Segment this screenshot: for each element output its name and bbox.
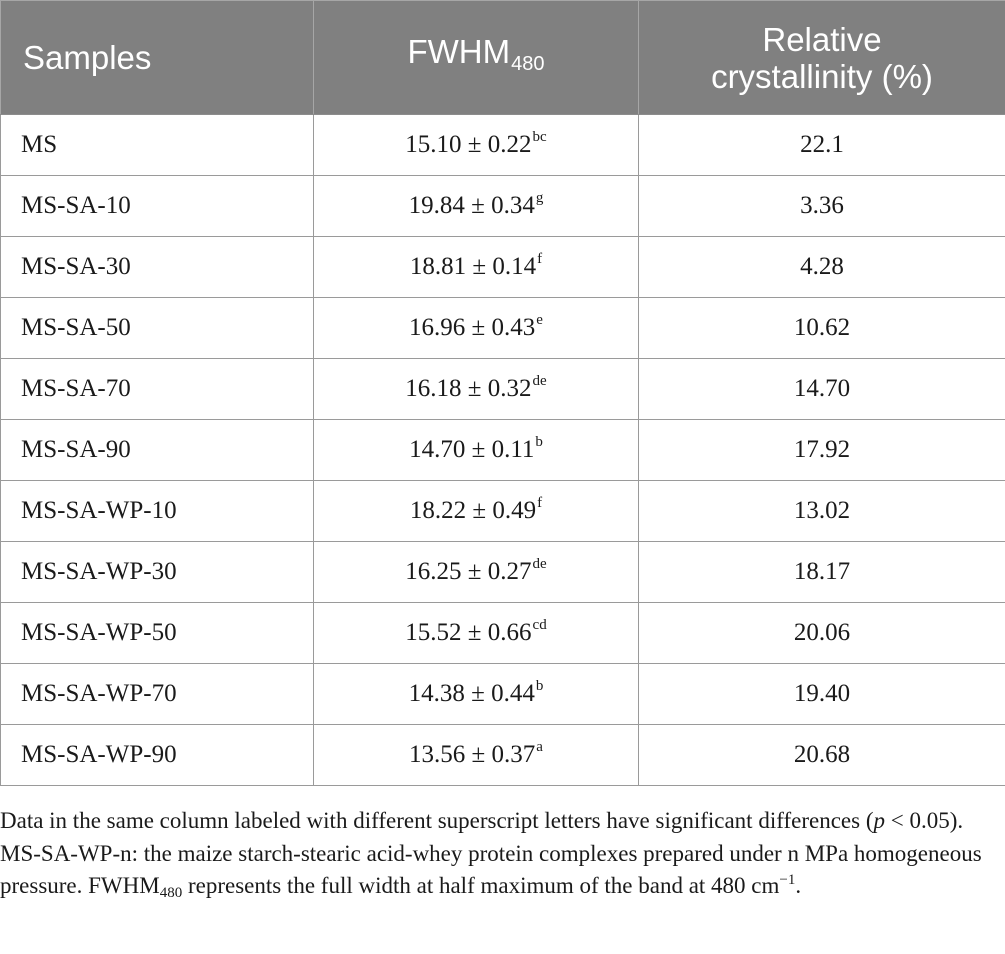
cell-sample: MS-SA-WP-90: [0, 724, 314, 786]
footnote-superscript: −1: [779, 872, 796, 888]
header-row: Samples FWHM480 Relative crystallinity (…: [0, 0, 1005, 115]
significance-letter: de: [532, 556, 547, 572]
significance-letter: b: [535, 434, 543, 450]
significance-letter: e: [536, 312, 543, 328]
significance-letter: a: [536, 739, 543, 755]
cell-sample: MS-SA-WP-10: [0, 480, 314, 542]
table-row: MS 15.10 ± 0.22bc 22.1: [0, 114, 1005, 176]
cell-fwhm: 13.56 ± 0.37a: [313, 724, 639, 786]
cell-sample: MS-SA-WP-70: [0, 663, 314, 725]
cell-sample: MS-SA-70: [0, 358, 314, 420]
cell-sample: MS-SA-90: [0, 419, 314, 481]
cell-relative-crystallinity: 20.68: [638, 724, 1005, 786]
cell-sample: MS-SA-WP-50: [0, 602, 314, 664]
table-row: MS-SA-30 18.81 ± 0.14f 4.28: [0, 236, 1005, 298]
cell-relative-crystallinity: 4.28: [638, 236, 1005, 298]
footnote-p-symbol: p: [873, 808, 885, 833]
footnote-subscript: 480: [159, 885, 183, 901]
cell-relative-crystallinity: 17.92: [638, 419, 1005, 481]
cell-fwhm: 15.52 ± 0.66cd: [313, 602, 639, 664]
cell-relative-crystallinity: 18.17: [638, 541, 1005, 603]
cell-sample: MS-SA-50: [0, 297, 314, 359]
significance-letter: f: [537, 251, 543, 267]
header-samples: Samples: [0, 0, 314, 115]
table-row: MS-SA-WP-90 13.56 ± 0.37a 20.68: [0, 724, 1005, 786]
fwhm-value: 15.10 ± 0.22: [405, 131, 532, 158]
cell-fwhm: 18.22 ± 0.49f: [313, 480, 639, 542]
cell-relative-crystallinity: 3.36: [638, 175, 1005, 237]
footnote-part4: .: [795, 873, 802, 898]
header-rc-line2: crystallinity (%): [711, 57, 933, 95]
table-row: MS-SA-10 19.84 ± 0.34g 3.36: [0, 175, 1005, 237]
footnote-part2: < 0.05). MS-SA-WP-n: the maize starch-st…: [0, 808, 982, 898]
cell-relative-crystallinity: 20.06: [638, 602, 1005, 664]
cell-sample: MS-SA-WP-30: [0, 541, 314, 603]
header-fwhm-subscript: 480: [511, 52, 545, 75]
table-row: MS-SA-WP-10 18.22 ± 0.49f 13.02: [0, 480, 1005, 542]
fwhm-value: 19.84 ± 0.34: [408, 192, 535, 219]
footnote-part1: Data in the same column labeled with dif…: [0, 808, 874, 833]
cell-relative-crystallinity: 22.1: [638, 114, 1005, 176]
significance-letter: f: [537, 495, 543, 511]
significance-letter: de: [532, 373, 547, 389]
footnote-part3: represents the full width at half maximu…: [182, 873, 780, 898]
header-relative-crystallinity: Relative crystallinity (%): [638, 0, 1005, 115]
header-fwhm: FWHM480: [313, 0, 639, 115]
significance-letter: g: [535, 190, 544, 206]
fwhm-value: 14.38 ± 0.44: [408, 680, 535, 707]
cell-fwhm: 18.81 ± 0.14f: [313, 236, 639, 298]
significance-letter: bc: [532, 129, 547, 145]
cell-relative-crystallinity: 14.70: [638, 358, 1005, 420]
table-header: Samples FWHM480 Relative crystallinity (…: [0, 0, 1005, 115]
cell-relative-crystallinity: 19.40: [638, 663, 1005, 725]
fwhm-value: 16.96 ± 0.43: [409, 314, 536, 341]
cell-fwhm: 19.84 ± 0.34g: [313, 175, 639, 237]
table-row: MS-SA-70 16.18 ± 0.32de 14.70: [0, 358, 1005, 420]
cell-sample: MS-SA-10: [0, 175, 314, 237]
header-samples-label: Samples: [23, 39, 152, 76]
fwhm-value: 13.56 ± 0.37: [409, 741, 536, 768]
cell-fwhm: 14.38 ± 0.44b: [313, 663, 639, 725]
fwhm-value: 18.81 ± 0.14: [409, 253, 537, 280]
significance-letter: cd: [532, 617, 547, 633]
table-row: MS-SA-WP-70 14.38 ± 0.44b 19.40: [0, 663, 1005, 725]
fwhm-value: 16.18 ± 0.32: [405, 375, 532, 402]
cell-fwhm: 16.18 ± 0.32de: [313, 358, 639, 420]
header-fwhm-label: FWHM: [407, 32, 511, 70]
fwhm-value: 18.22 ± 0.49: [409, 497, 537, 524]
significance-letter: b: [535, 678, 544, 694]
table-footnote: Data in the same column labeled with dif…: [0, 805, 1005, 903]
header-rc-line1: Relative: [762, 20, 882, 58]
table-body: MS 15.10 ± 0.22bc 22.1 MS-SA-10 19.84 ± 0.34…: [0, 114, 1005, 786]
cell-fwhm: 16.25 ± 0.27de: [313, 541, 639, 603]
table-row: MS-SA-90 14.70 ± 0.11b 17.92: [0, 419, 1005, 481]
cell-sample: MS-SA-30: [0, 236, 314, 298]
cell-fwhm: 14.70 ± 0.11b: [313, 419, 639, 481]
fwhm-value: 15.52 ± 0.66: [405, 619, 532, 646]
table-row: MS-SA-WP-50 15.52 ± 0.66cd 20.06: [0, 602, 1005, 664]
cell-fwhm: 15.10 ± 0.22bc: [313, 114, 639, 176]
table-row: MS-SA-WP-30 16.25 ± 0.27de 18.17: [0, 541, 1005, 603]
cell-relative-crystallinity: 13.02: [638, 480, 1005, 542]
cell-relative-crystallinity: 10.62: [638, 297, 1005, 359]
fwhm-value: 14.70 ± 0.11: [409, 436, 535, 463]
fwhm-value: 16.25 ± 0.27: [405, 558, 532, 585]
table-row: MS-SA-50 16.96 ± 0.43e 10.62: [0, 297, 1005, 359]
cell-sample: MS: [0, 114, 314, 176]
data-table: Samples FWHM480 Relative crystallinity (…: [0, 0, 1005, 786]
cell-fwhm: 16.96 ± 0.43e: [313, 297, 639, 359]
